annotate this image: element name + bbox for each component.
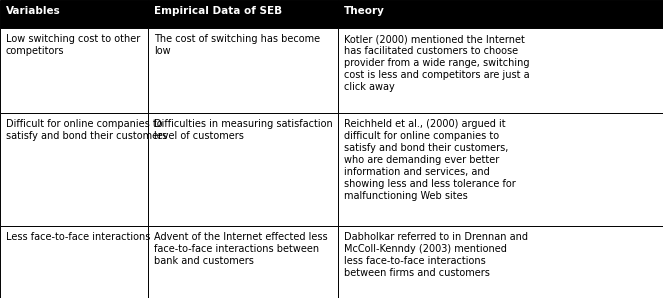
Bar [338, 226, 663, 298]
Text: Dabholkar referred to in Drennan and
McColl-Kenndy (2003) mentioned
less face-to: Dabholkar referred to in Drennan and McC… [344, 232, 528, 278]
Bar [338, 0, 663, 28]
Text: Reichheld et al., (2000) argued it
difficult for online companies to
satisfy and: Reichheld et al., (2000) argued it diffi… [344, 119, 516, 201]
Text: Advent of the Internet effected less
face-to-face interactions between
bank and : Advent of the Internet effected less fac… [154, 232, 328, 266]
Text: Kotler (2000) mentioned the Internet
has facilitated customers to choose
provide: Kotler (2000) mentioned the Internet has… [344, 34, 530, 92]
Bar [0, 0, 149, 28]
Bar [149, 226, 338, 298]
Text: Difficulties in measuring satisfaction
level of customers: Difficulties in measuring satisfaction l… [154, 119, 333, 141]
Text: Variables: Variables [6, 6, 61, 16]
Bar [0, 28, 149, 113]
Text: Theory: Theory [344, 6, 385, 16]
Bar [338, 113, 663, 226]
Text: Empirical Data of SEB: Empirical Data of SEB [154, 6, 282, 16]
Bar [0, 113, 149, 226]
Text: Difficult for online companies to
satisfy and bond their customers: Difficult for online companies to satisf… [6, 119, 167, 141]
Bar [149, 28, 338, 113]
Text: The cost of switching has become
low: The cost of switching has become low [154, 34, 320, 56]
Text: Less face-to-face interactions: Less face-to-face interactions [6, 232, 151, 243]
Bar [0, 226, 149, 298]
Bar [149, 113, 338, 226]
Text: Low switching cost to other
competitors: Low switching cost to other competitors [6, 34, 141, 56]
Bar [149, 0, 338, 28]
Bar [338, 28, 663, 113]
